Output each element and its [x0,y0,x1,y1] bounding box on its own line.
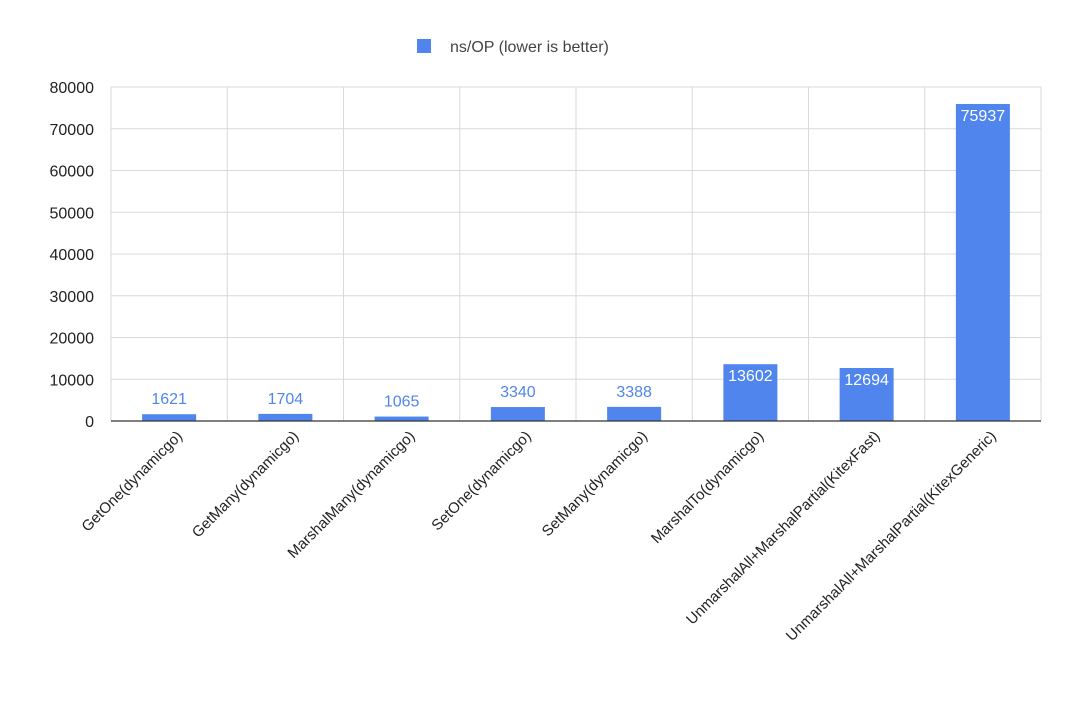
y-tick-label: 40000 [50,247,95,264]
bar [258,413,313,421]
data-label: 13602 [728,368,773,385]
bar [607,406,662,421]
y-tick-label: 60000 [50,164,95,181]
x-tick-label: MarshalTo(dynamicgo) [648,428,767,547]
bar [490,407,545,421]
y-tick-label: 50000 [50,205,95,222]
y-axis: 0 10000 20000 30000 40000 50000 60000 70000 8000… [50,80,95,431]
data-label: 12694 [844,372,889,389]
y-tick-label: 10000 [50,372,95,389]
bar [723,364,778,421]
legend: ns/OP (lower is better) [417,39,609,56]
bars: 1621 1704 1065 3340 3388 13602 12694 75937 [142,103,1010,422]
y-tick-label: 80000 [50,80,95,97]
data-label: 1065 [384,394,420,411]
y-tick-label: 30000 [50,289,95,306]
bar [955,103,1010,422]
data-label: 1621 [151,391,187,408]
legend-swatch [417,39,431,53]
x-tick-label: SetMany(dynamicgo) [539,428,651,540]
x-tick-label: UnmarshalAll+MarshalPartial(KitexFast) [683,428,883,628]
gridlines [110,86,1042,421]
bar [142,414,197,421]
data-label: 1704 [268,391,304,408]
data-label: 3388 [616,384,652,401]
y-tick-label: 0 [85,414,94,431]
bar [374,416,429,421]
x-tick-label: SetOne(dynamicgo) [428,428,534,534]
x-axis: GetOne(dynamicgo) GetMany(dynamicgo)Marsh… [78,420,1041,645]
data-label: 3340 [500,384,536,401]
x-tick-label: GetOne(dynamicgo) [78,428,186,536]
bar [839,368,894,421]
data-label: 75937 [961,108,1006,125]
legend-label: ns/OP (lower is better) [450,39,609,56]
x-tick-label: UnmarshalAll+MarshalPartial(KitexGeneric… [783,428,1000,645]
y-tick-label: 20000 [50,331,95,348]
x-tick-label: GetMany(dynamicgo) [189,428,302,541]
x-tick-label: MarshalMany(dynamicgo) [284,428,418,562]
y-tick-label: 70000 [50,122,95,139]
